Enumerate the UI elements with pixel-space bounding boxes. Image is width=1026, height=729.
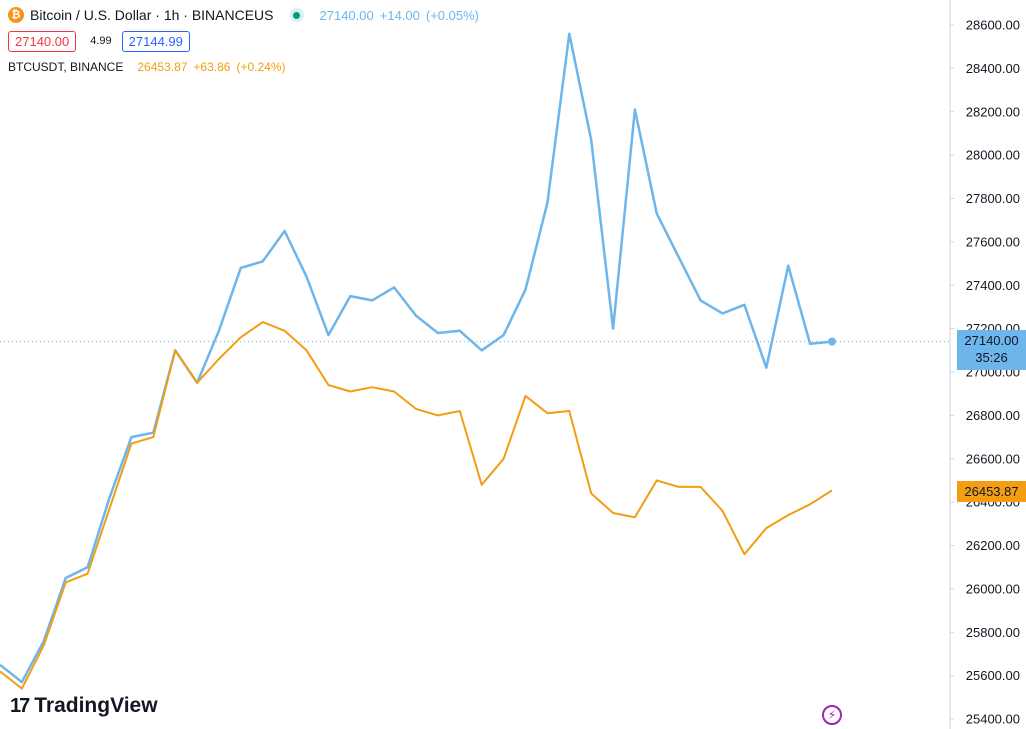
countdown-label: 35:26: [975, 350, 1008, 365]
y-tick-label: 27400.00: [966, 278, 1020, 293]
compare-price-label: 26453.87: [957, 481, 1026, 502]
y-tick-label: 26600.00: [966, 451, 1020, 466]
main-last-price: 27140.00: [319, 7, 374, 23]
main-quote: 27140.00 +14.00 (+0.05%): [320, 8, 485, 23]
y-tick-label: 26000.00: [966, 581, 1020, 596]
brand-name: TradingView: [34, 694, 158, 717]
y-tick-label: 28400.00: [966, 61, 1020, 76]
y-tick-label: 27600.00: [966, 234, 1020, 249]
y-tick-label: 25600.00: [966, 668, 1020, 683]
main-price-label: 27140.00 35:26: [957, 330, 1026, 370]
tradingview-logo-icon: 17: [10, 694, 30, 717]
y-tick-label: 25400.00: [966, 712, 1020, 727]
tradingview-logo[interactable]: 17 TradingView: [10, 694, 158, 718]
chart-legend: ₿ Bitcoin / U.S. Dollar · 1h · BINANCEUS…: [8, 6, 485, 74]
y-tick-label: 26200.00: [966, 538, 1020, 553]
price-axis[interactable]: 25400.00 25600.00 25800.00 26000.00 26200.00…: [950, 18, 1020, 727]
series-line-btcusd[interactable]: [0, 32, 833, 684]
sell-button[interactable]: 27140.00: [8, 30, 77, 52]
compare-quote: 26453.87 +63.86 (+0.24%): [137, 60, 291, 74]
live-status-icon: [289, 8, 304, 22]
last-price-marker: [828, 337, 836, 346]
main-price-label-value: 27140.00: [964, 333, 1019, 348]
main-series-legend[interactable]: ₿ Bitcoin / U.S. Dollar · 1h · BINANCEUS…: [8, 6, 485, 24]
bolt-icon[interactable]: ⚡: [822, 705, 842, 725]
compare-change: +63.86: [193, 60, 231, 74]
bitcoin-icon: ₿: [8, 7, 24, 23]
trade-buttons: 27140.00 4.99 27144.99: [8, 30, 485, 52]
compare-last-price: 26453.87: [137, 60, 188, 74]
y-tick-label: 26800.00: [966, 408, 1020, 423]
y-tick-label: 28200.00: [966, 104, 1020, 119]
compare-series-legend[interactable]: BTCUSDT, BINANCE 26453.87 +63.86 (+0.24%): [8, 60, 485, 74]
y-tick-label: 27800.00: [966, 191, 1020, 206]
main-change-pct: (+0.05%): [425, 7, 479, 23]
spread-value: 4.99: [90, 35, 112, 47]
main-change: +14.00: [379, 7, 420, 23]
y-tick-label: 28600.00: [966, 18, 1020, 33]
series-line-btcusdt[interactable]: [0, 321, 833, 690]
compare-change-pct: (+0.24%): [236, 60, 286, 74]
y-tick-label: 25800.00: [966, 625, 1020, 640]
y-tick-label: 28000.00: [966, 148, 1020, 163]
compare-symbol[interactable]: BTCUSDT, BINANCE: [8, 60, 124, 74]
buy-button[interactable]: 27144.99: [121, 30, 190, 52]
symbol-title[interactable]: Bitcoin / U.S. Dollar · 1h · BINANCEUS: [30, 7, 274, 23]
